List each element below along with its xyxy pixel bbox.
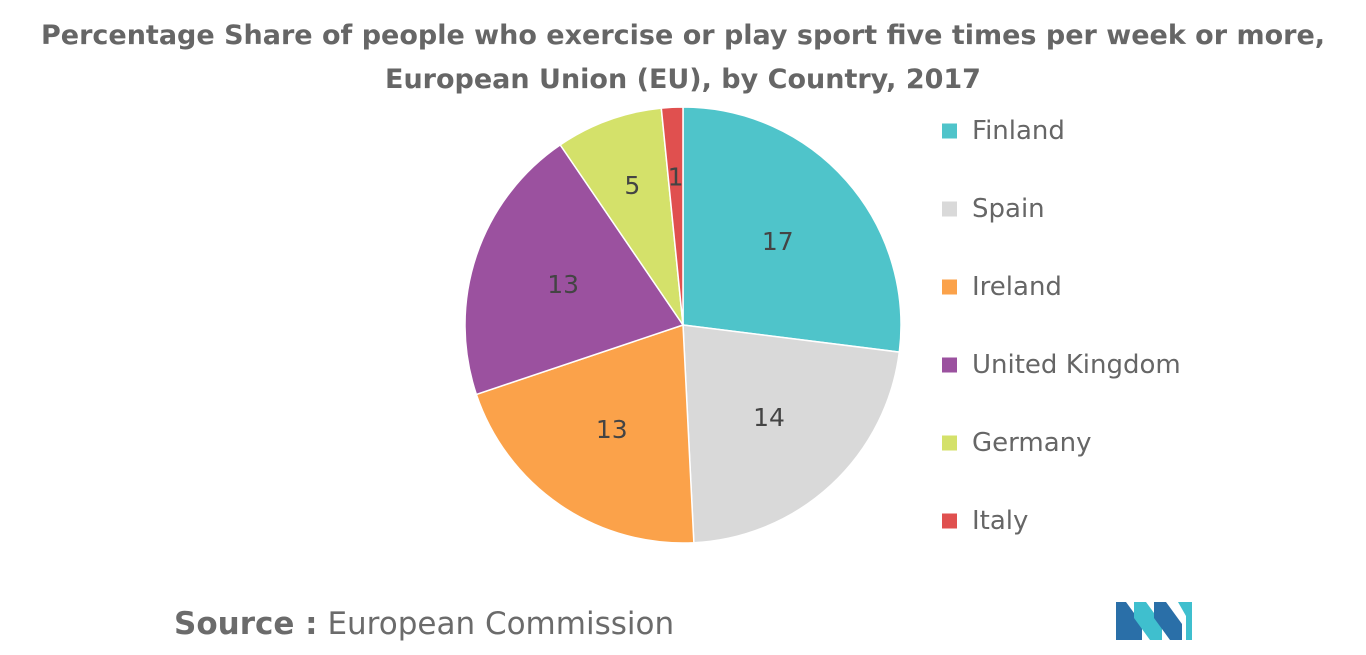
chart-title-line-1: Percentage Share of people who exercise … xyxy=(40,20,1326,51)
legend-label-germany: Germany xyxy=(972,428,1092,458)
legend-swatch-united-kingdom xyxy=(942,357,957,373)
pie-slices xyxy=(464,106,902,544)
pie-slice-germany xyxy=(559,107,684,326)
data-label-spain: 14 xyxy=(753,403,785,432)
legend-swatch-finland xyxy=(942,123,957,139)
pie-slice-italy xyxy=(660,106,684,326)
legend-label-finland: Finland xyxy=(972,116,1065,146)
logo-right-shape xyxy=(1154,602,1182,640)
legend-swatch-germany xyxy=(942,435,957,451)
source-note: Source : European Commission xyxy=(174,606,674,642)
pie-slice-finland xyxy=(682,106,902,353)
legend-label-united-kingdom: United Kingdom xyxy=(972,350,1181,380)
logo-left-shape xyxy=(1116,602,1142,640)
pie-slice-spain xyxy=(682,324,901,544)
pie-slice-ireland xyxy=(475,323,695,544)
mordor-intelligence-logo-icon xyxy=(1116,602,1192,640)
legend-swatch-ireland xyxy=(942,279,957,295)
logo-mid-shape xyxy=(1134,602,1162,640)
chart-title-line-2: European Union (EU), by Country, 2017 xyxy=(385,64,981,95)
source-label: Source : xyxy=(174,606,318,642)
pie-chart: 17 14 13 13 5 1 Finland Spain Ireland United Kin… xyxy=(464,106,1181,544)
legend-label-spain: Spain xyxy=(972,194,1045,224)
source-text: European Commission xyxy=(327,606,675,642)
data-label-ireland: 13 xyxy=(596,415,628,444)
pie-slice-united-kingdom xyxy=(464,143,685,396)
data-label-italy: 1 xyxy=(668,162,684,191)
legend-swatch-spain xyxy=(942,201,957,217)
legend-label-italy: Italy xyxy=(972,506,1028,536)
data-label-germany: 5 xyxy=(624,171,640,200)
legend-swatch-italy xyxy=(942,513,957,529)
pie-data-labels: 17 14 13 13 5 1 xyxy=(547,162,793,444)
data-label-united-kingdom: 13 xyxy=(547,270,579,299)
chart-legend: Finland Spain Ireland United Kingdom Germany… xyxy=(942,116,1181,536)
chart-title: Percentage Share of people who exercise … xyxy=(0,14,1366,102)
legend-label-ireland: Ireland xyxy=(972,272,1062,302)
logo-right-bar xyxy=(1178,602,1192,640)
data-label-finland: 17 xyxy=(762,227,794,256)
